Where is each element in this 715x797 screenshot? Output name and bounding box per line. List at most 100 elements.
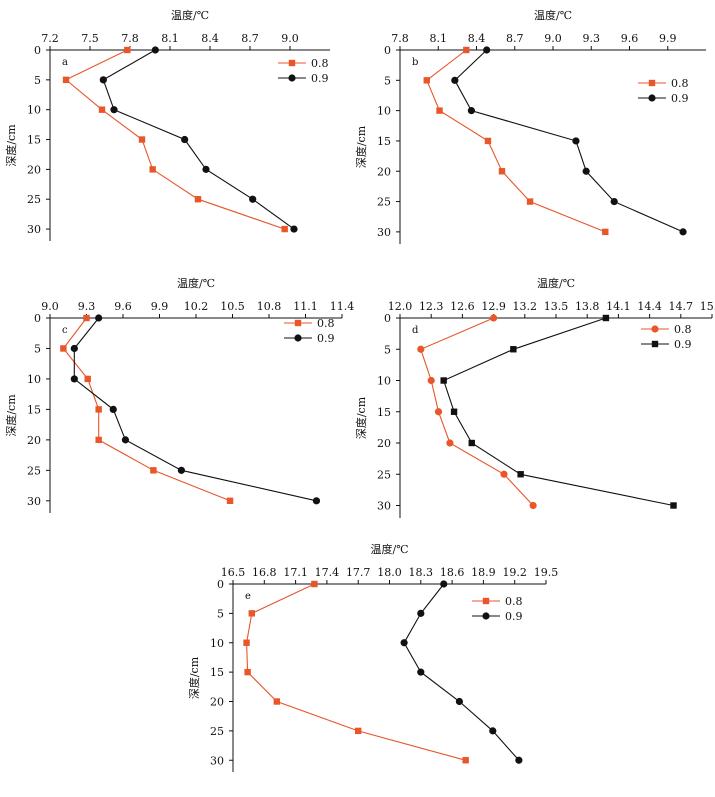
data-point <box>109 405 117 414</box>
data-point <box>95 436 102 444</box>
x-tick-label: 9.6 <box>114 300 132 313</box>
x-tick-label: 13.2 <box>513 300 538 313</box>
data-point <box>679 228 687 236</box>
x-tick-label: 14.1 <box>606 300 631 313</box>
legend-marker <box>482 597 490 605</box>
x-tick-label: 18.0 <box>377 566 402 579</box>
y-axis-title: 深度/cm <box>354 125 368 168</box>
y-tick-label: 0 <box>217 578 224 591</box>
data-point <box>517 471 524 478</box>
x-tick-label: 7.8 <box>121 32 139 45</box>
data-point <box>427 376 435 385</box>
x-tick-label: 8.7 <box>506 32 524 45</box>
y-tick-label: 15 <box>27 403 41 416</box>
data-point <box>99 76 107 84</box>
data-point <box>434 408 443 416</box>
data-point <box>417 345 425 353</box>
y-axis-title: 深度/cm <box>4 124 18 167</box>
data-point <box>98 106 106 113</box>
y-tick-label: 20 <box>210 696 224 709</box>
data-point <box>95 406 102 413</box>
data-point <box>417 668 425 676</box>
y-tick-label: 10 <box>27 373 41 386</box>
x-tick-label: 16.5 <box>221 566 246 579</box>
panel-b: 7.8 8.1 8.4 8.7 9.0 9.3 9.6 9.9 0 5 10 15 20 25 30 温度/℃… <box>354 8 706 244</box>
data-point <box>121 436 130 444</box>
data-point <box>490 314 498 322</box>
y-tick-label: 20 <box>27 434 41 447</box>
data-point <box>572 137 580 145</box>
x-tick-label: 17.7 <box>346 566 371 579</box>
data-point <box>526 198 534 205</box>
x-tick-label: 8.1 <box>161 32 179 45</box>
data-point <box>281 225 288 233</box>
legend-label: 0.8 <box>674 323 692 336</box>
y-axis-title: 深度/cm <box>354 396 368 439</box>
data-point <box>243 639 250 646</box>
y-tick-label: 25 <box>377 196 391 209</box>
series-line-0.9 <box>443 317 674 507</box>
y-tick-label: 5 <box>384 74 391 87</box>
data-point <box>436 107 443 114</box>
x-tick-label: 17.1 <box>283 566 308 579</box>
y-tick-label: 20 <box>27 163 41 176</box>
y-tick-label: 25 <box>27 193 41 206</box>
data-point <box>83 314 90 322</box>
y-tick-label: 10 <box>377 105 391 118</box>
y-tick-label: 5 <box>34 342 41 355</box>
data-point <box>244 668 251 676</box>
data-point <box>290 225 298 233</box>
data-point <box>273 698 281 705</box>
x-axis-title: 温度/℃ <box>177 276 215 290</box>
y-tick-label: 0 <box>34 44 41 57</box>
x-axis-title: 温度/℃ <box>370 542 408 556</box>
x-tick-label: 16.8 <box>252 566 277 579</box>
data-point <box>70 375 78 383</box>
data-point <box>484 137 492 145</box>
y-tick-label: 0 <box>384 312 391 325</box>
data-point <box>226 497 234 505</box>
legend-marker <box>288 74 296 82</box>
x-tick-label: 11.4 <box>330 300 355 313</box>
x-tick-label: 9.9 <box>151 300 169 313</box>
data-point <box>602 228 609 236</box>
y-tick-label: 30 <box>27 495 41 508</box>
data-point <box>500 470 508 478</box>
legend-label: 0.8 <box>317 317 335 330</box>
x-tick-label: 9.0 <box>281 32 299 45</box>
panel-c: 9.0 9.3 9.6 9.9 10.2 10.5 10.8 11.1 11.4 0 5 10 15 20… <box>4 276 354 513</box>
y-tick-label: 25 <box>27 464 41 477</box>
data-point <box>468 439 475 447</box>
legend-label: 0.8 <box>311 57 329 70</box>
data-point <box>467 107 475 115</box>
data-point <box>582 167 590 175</box>
panel-label: b <box>412 57 418 68</box>
data-point <box>124 46 131 54</box>
y-tick-label: 5 <box>34 74 41 87</box>
legend-marker <box>482 612 490 620</box>
x-axis-title: 温度/℃ <box>537 276 575 290</box>
data-point <box>483 46 491 54</box>
data-point <box>423 77 430 84</box>
x-axis-title: 温度/℃ <box>171 8 209 22</box>
y-tick-label: 0 <box>384 44 391 57</box>
data-point <box>417 609 425 617</box>
panel-label: d <box>412 325 419 336</box>
panel-label: a <box>62 57 68 68</box>
y-tick-label: 5 <box>217 607 224 620</box>
x-tick-label: 9.6 <box>621 32 639 45</box>
legend-marker <box>294 334 302 342</box>
data-point <box>181 135 189 144</box>
legend-marker <box>651 325 659 333</box>
data-point <box>455 697 464 706</box>
data-point <box>70 344 78 353</box>
data-point <box>177 466 185 474</box>
y-tick-label: 15 <box>210 666 224 679</box>
x-tick-label: 12.3 <box>419 300 444 313</box>
data-point <box>463 46 470 54</box>
panel-label: c <box>62 325 68 336</box>
x-tick-label: 9.3 <box>583 32 601 45</box>
x-tick-label: 18.9 <box>471 566 496 579</box>
y-tick-label: 25 <box>377 468 391 481</box>
